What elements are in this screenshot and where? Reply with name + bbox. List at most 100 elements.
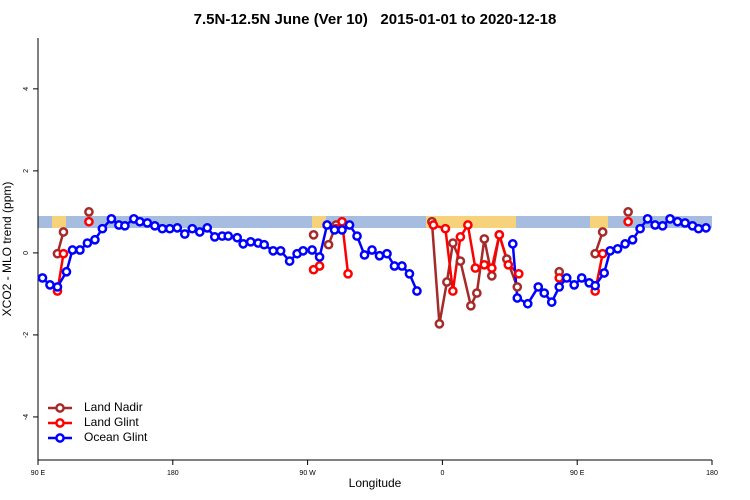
point: [479, 234, 490, 244]
point: [397, 261, 407, 271]
x-axis-label: Longitude: [349, 476, 402, 490]
point: [672, 216, 683, 227]
x-tick-label: 90 E: [31, 470, 46, 477]
point: [554, 282, 565, 292]
legend-marker: [55, 403, 65, 413]
point: [561, 273, 572, 283]
point: [642, 214, 653, 224]
point: [635, 223, 645, 234]
point: [412, 286, 422, 296]
point: [597, 248, 608, 259]
point: [612, 243, 623, 254]
point: [463, 220, 473, 230]
point: [84, 216, 94, 227]
point: [590, 248, 601, 259]
point: [466, 300, 476, 311]
point: [97, 223, 108, 234]
point: [382, 248, 392, 259]
point: [389, 261, 400, 271]
point: [494, 230, 505, 240]
point: [314, 252, 325, 262]
point: [352, 231, 362, 241]
point: [58, 227, 69, 237]
point: [298, 245, 308, 256]
point: [61, 266, 72, 277]
point: [308, 230, 319, 240]
point: [455, 256, 466, 266]
point: [142, 218, 153, 228]
point: [374, 250, 385, 261]
point: [576, 273, 587, 283]
point: [623, 207, 633, 217]
point: [448, 238, 458, 248]
chart-title: 7.5N-12.5N June (Ver 10) 2015-01-01 to 2…: [194, 11, 557, 28]
point: [620, 239, 630, 249]
point: [623, 216, 633, 227]
point: [75, 245, 85, 255]
point: [701, 223, 711, 233]
x-tick-label: 180: [706, 470, 718, 477]
point: [597, 227, 608, 237]
point: [223, 231, 234, 241]
point: [275, 245, 286, 256]
point: [179, 229, 190, 239]
point: [84, 207, 94, 217]
legend-label: Land Glint: [84, 415, 139, 429]
point: [448, 286, 458, 296]
point: [569, 280, 580, 290]
point: [314, 261, 325, 271]
y-axis-label: XCO2 - MLO trend (ppm): [0, 182, 14, 317]
point: [37, 273, 48, 283]
land-band: [590, 216, 608, 228]
y-tick-label: 2: [23, 169, 30, 173]
point: [599, 268, 610, 278]
legend-marker: [55, 418, 65, 428]
point: [52, 282, 63, 292]
point: [337, 216, 347, 227]
legend-label: Ocean Glint: [84, 430, 148, 444]
point: [329, 225, 340, 235]
point: [665, 214, 675, 224]
point: [650, 220, 660, 230]
point: [202, 223, 213, 233]
point: [337, 225, 347, 235]
point: [512, 293, 523, 303]
point: [440, 223, 451, 234]
x-tick-label: 0: [440, 470, 444, 477]
land-band: [52, 216, 66, 228]
point: [82, 238, 93, 248]
point: [58, 248, 69, 259]
point: [90, 234, 100, 245]
point: [157, 223, 168, 234]
point: [479, 259, 490, 270]
point: [404, 268, 415, 279]
point: [149, 220, 160, 231]
point: [359, 250, 370, 260]
x-tick-label: 180: [167, 470, 179, 477]
point: [134, 216, 145, 227]
point: [680, 218, 690, 228]
point: [120, 220, 130, 231]
point: [546, 297, 557, 307]
point: [106, 214, 117, 224]
legend-marker: [55, 433, 65, 443]
point: [259, 239, 270, 250]
point: [503, 259, 514, 270]
point: [307, 245, 317, 255]
point: [323, 239, 334, 250]
point: [455, 232, 466, 242]
point: [693, 223, 704, 234]
point: [367, 245, 377, 255]
x-tick-label: 90 E: [570, 470, 585, 477]
point: [539, 288, 550, 298]
point: [209, 232, 220, 242]
point: [522, 298, 533, 309]
point: [343, 268, 353, 279]
point: [533, 282, 544, 292]
point: [428, 220, 439, 230]
point: [512, 282, 523, 292]
point: [605, 245, 616, 256]
y-tick-label: -4: [23, 414, 30, 420]
y-tick-label: -2: [23, 332, 30, 338]
point: [187, 223, 198, 234]
